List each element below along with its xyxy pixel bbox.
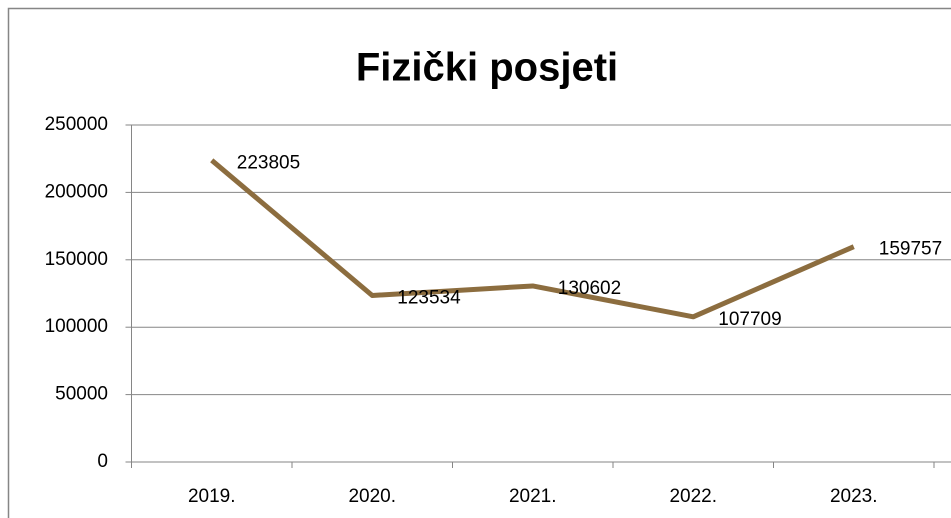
y-tick-label: 250000	[45, 114, 108, 135]
chart-frame	[7, 7, 951, 518]
x-tick-label: 2019.	[188, 486, 236, 507]
y-tick-label: 0	[97, 451, 108, 472]
data-label: 159757	[879, 239, 942, 260]
y-tick-label: 200000	[45, 181, 108, 202]
line-series	[210, 158, 855, 320]
x-tick-label: 2020.	[348, 486, 396, 507]
y-tick-label: 50000	[55, 384, 108, 405]
y-tick-label: 150000	[45, 249, 108, 270]
x-tick-label: 2022.	[669, 486, 717, 507]
data-label: 130602	[558, 278, 621, 299]
data-label: 123534	[397, 287, 461, 308]
x-tick-label: 2023.	[830, 486, 878, 507]
x-tick-label: 2021.	[509, 486, 557, 507]
data-label: 107709	[718, 309, 781, 330]
data-label: 223805	[237, 152, 300, 173]
y-tick-label: 100000	[45, 316, 108, 337]
chart-title: Fizički posjeti	[356, 46, 618, 90]
